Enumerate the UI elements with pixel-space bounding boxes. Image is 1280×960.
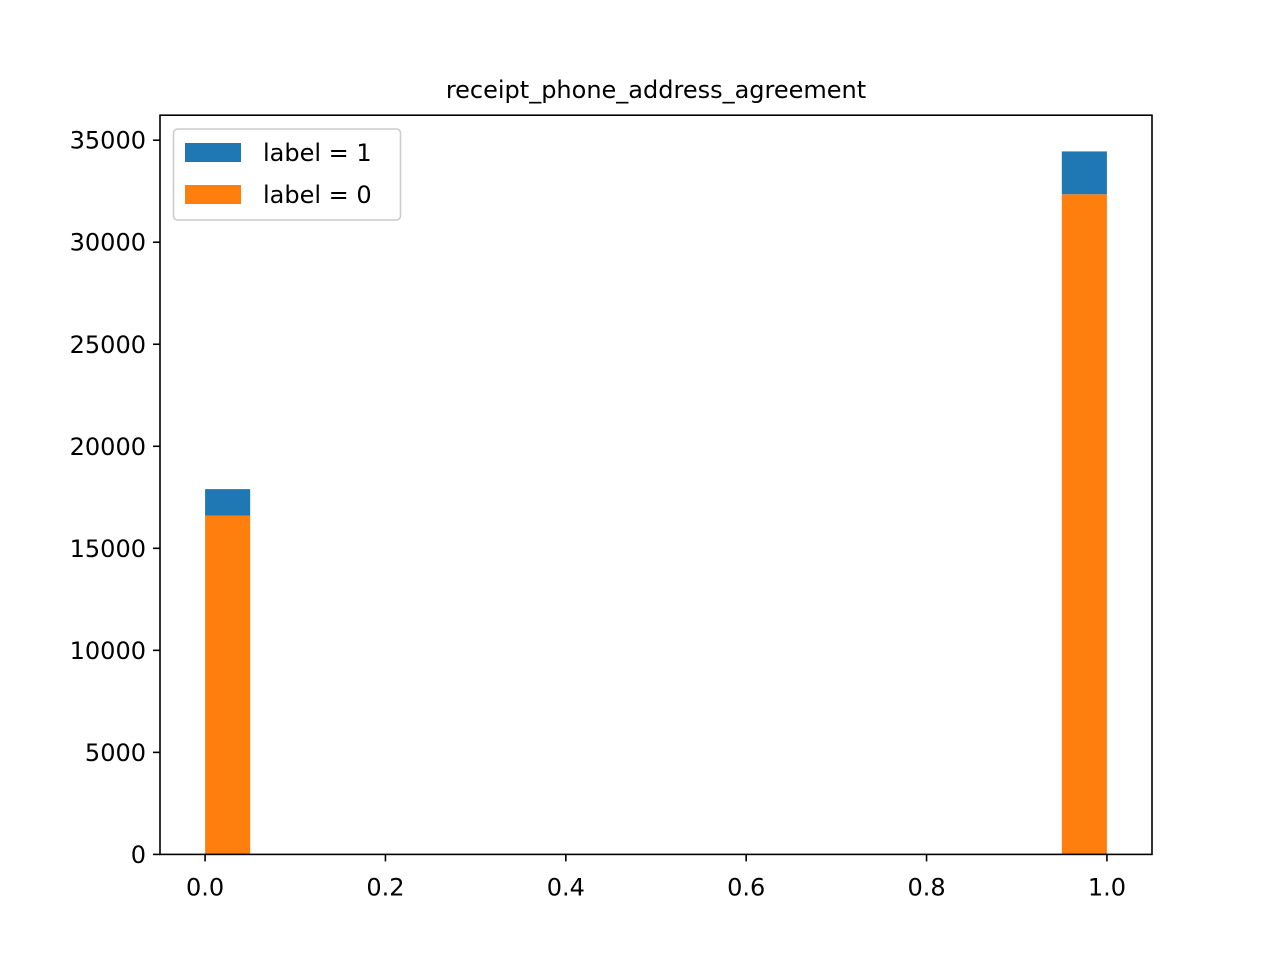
x-tick-label: 0.6: [727, 873, 765, 901]
plot-frame: [159, 114, 1153, 856]
x-tick-label: 0.0: [186, 873, 224, 901]
legend: label = 1 label = 0: [172, 128, 402, 221]
bar-label-1-bin-0: [205, 489, 251, 516]
y-tick-label: 25000: [70, 331, 146, 359]
bar-label-1-bin-1: [1061, 151, 1107, 195]
legend-label-1: label = 1: [263, 139, 372, 167]
y-tick-label: 20000: [70, 433, 146, 461]
y-tick-label: 0: [131, 841, 146, 869]
y-tick-label: 15000: [70, 535, 146, 563]
chart-title: receipt_phone_address_agreement: [446, 76, 866, 104]
x-tick-label: 0.2: [366, 873, 404, 901]
x-tick-label: 0.8: [907, 873, 945, 901]
y-tick-label: 5000: [85, 739, 146, 767]
x-axis: 0.0 0.2 0.4 0.6 0.8 1.0: [186, 854, 1126, 901]
bar-label-0-bin-0: [205, 515, 251, 855]
bars-layer: [205, 151, 1107, 855]
y-tick-label: 30000: [70, 229, 146, 257]
y-tick-label: 10000: [70, 637, 146, 665]
x-tick-label: 0.4: [547, 873, 585, 901]
x-tick-label: 1.0: [1088, 873, 1126, 901]
y-axis: 0 5000 10000 15000 20000 25000 30000 35000: [70, 127, 160, 869]
legend-swatch-label-0: [185, 185, 241, 204]
legend-swatch-label-1: [185, 143, 241, 162]
legend-label-0: label = 0: [263, 181, 372, 209]
y-tick-label: 35000: [70, 127, 146, 155]
bar-label-0-bin-1: [1061, 194, 1107, 855]
